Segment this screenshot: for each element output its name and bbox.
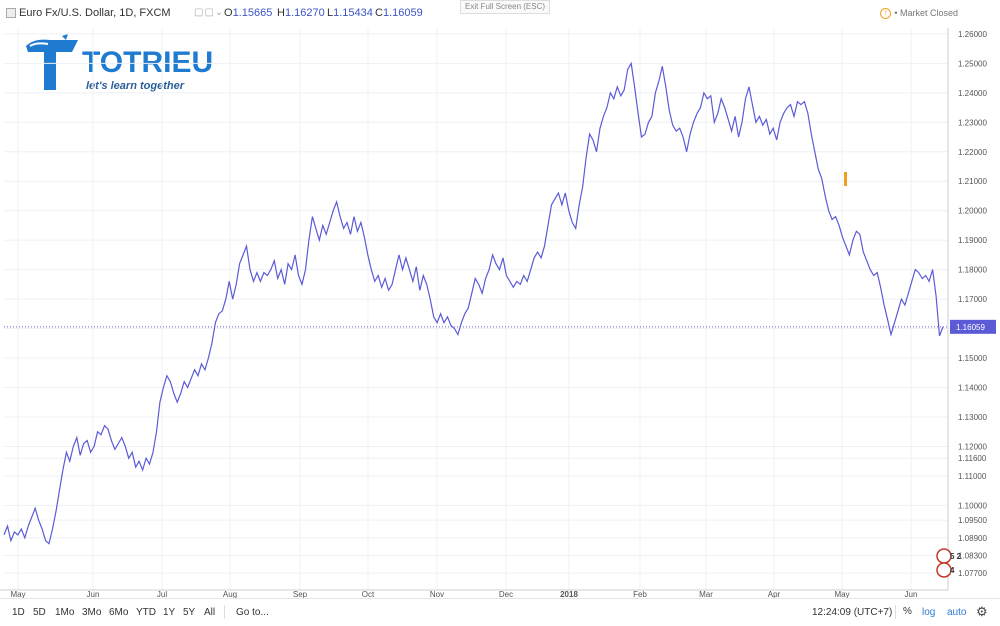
x-axis: May Jun Jul Aug Sep Oct Nov Dec 2018 Feb Mar Apr May… bbox=[0, 589, 948, 598]
timeframe-button[interactable]: 1D bbox=[12, 607, 25, 618]
y-tick-label: 1.09500 bbox=[958, 516, 987, 525]
timeframe-button[interactable]: 3Mo bbox=[82, 607, 102, 618]
x-tick-label: Feb bbox=[633, 590, 647, 598]
timeframe-button[interactable]: YTD bbox=[136, 607, 156, 618]
ohlc-high: H1.16270 bbox=[277, 7, 325, 19]
current-price-label: 1.16059 bbox=[956, 323, 985, 332]
divider bbox=[224, 605, 225, 619]
timeframe-button[interactable]: 1Y bbox=[163, 607, 176, 618]
series-line bbox=[3, 61, 944, 545]
y-tick-label: 1.21000 bbox=[958, 177, 987, 186]
market-status: ! • Market Closed bbox=[880, 8, 958, 20]
x-tick-label: 2018 bbox=[560, 590, 578, 598]
x-tick-label: May bbox=[10, 590, 25, 598]
x-tick-label: Jun bbox=[87, 590, 100, 598]
chart-header: Euro Fx/U.S. Dollar, 1D, FXCM ▢▢⌄ O1.156… bbox=[0, 0, 1000, 28]
y-tick-label: 1.13000 bbox=[958, 413, 987, 422]
event-marker[interactable] bbox=[844, 172, 847, 186]
symbol-title[interactable]: Euro Fx/U.S. Dollar, 1D, FXCM bbox=[19, 7, 171, 19]
price-chart[interactable]: 1.26000 1.25000 1.24000 1.23000 1.22000 1.210… bbox=[0, 0, 1000, 598]
timeframe-button[interactable]: 5Y bbox=[183, 607, 196, 618]
logo: TOTRIEU let's learn together bbox=[22, 34, 213, 94]
divider bbox=[895, 605, 896, 619]
event-badge-label: 4 bbox=[950, 566, 955, 575]
logo-tagline: let's learn together bbox=[86, 80, 184, 92]
bottom-toolbar: 1D 5D 1Mo 3Mo 6Mo YTD 1Y 5Y All Go to... 12:24:0… bbox=[0, 598, 1000, 626]
symbol-buttons-icon[interactable]: ▢▢⌄ bbox=[194, 7, 225, 18]
timeframe-button[interactable]: 1Mo bbox=[55, 607, 75, 618]
y-tick-label: 1.26000 bbox=[958, 30, 987, 39]
y-tick-label: 1.18000 bbox=[958, 266, 987, 275]
y-tick-label: 1.25000 bbox=[958, 59, 987, 68]
timeframe-button[interactable]: 6Mo bbox=[109, 607, 129, 618]
clock: 12:24:09 (UTC+7) bbox=[812, 607, 893, 618]
y-tick-label: 1.10000 bbox=[958, 501, 987, 510]
x-tick-label: May bbox=[834, 590, 849, 598]
y-axis: 1.26000 1.25000 1.24000 1.23000 1.22000 1.210… bbox=[947, 28, 996, 590]
exit-fullscreen-button[interactable]: Exit Full Screen (ESC) bbox=[460, 0, 551, 14]
current-price-badge bbox=[950, 319, 996, 334]
x-tick-label: Oct bbox=[362, 590, 375, 598]
ohlc-low: L1.15434 bbox=[327, 7, 373, 19]
percent-toggle[interactable]: % bbox=[903, 606, 912, 617]
ohlc-open: O1.15665 bbox=[224, 7, 273, 19]
x-tick-label: Nov bbox=[430, 590, 444, 598]
y-tick-label: 1.14000 bbox=[958, 384, 987, 393]
y-tick-label: 1.17000 bbox=[958, 295, 987, 304]
timeframe-button[interactable]: All bbox=[204, 607, 216, 618]
event-badge-label: 5 2 bbox=[950, 552, 962, 561]
y-tick-label: 1.07700 bbox=[958, 569, 987, 578]
event-badge-icon[interactable] bbox=[936, 562, 952, 578]
x-tick-label: Sep bbox=[293, 590, 308, 598]
y-tick-label: 1.12000 bbox=[958, 442, 987, 451]
symbol-icon bbox=[6, 8, 16, 18]
x-tick-label: Jul bbox=[157, 590, 167, 598]
event-badges[interactable]: 5 2 4 bbox=[936, 548, 962, 578]
y-tick-label: 1.11600 bbox=[958, 454, 987, 463]
timeframe-button[interactable]: 5D bbox=[33, 607, 46, 618]
x-tick-label: Jun bbox=[905, 590, 918, 598]
y-tick-label: 1.08300 bbox=[958, 551, 987, 560]
goto-button[interactable]: Go to... bbox=[236, 607, 269, 618]
gear-icon[interactable]: ⚙ bbox=[976, 604, 988, 619]
logo-t-icon bbox=[26, 34, 78, 90]
y-tick-label: 1.22000 bbox=[958, 148, 987, 157]
y-tick-label: 1.08900 bbox=[958, 534, 987, 543]
y-tick-label: 1.15000 bbox=[958, 354, 987, 363]
x-tick-label: Apr bbox=[768, 590, 781, 598]
y-tick-label: 1.23000 bbox=[958, 118, 987, 127]
ohlc-close: C1.16059 bbox=[375, 7, 423, 19]
x-tick-label: Dec bbox=[499, 590, 513, 598]
event-badge-icon[interactable] bbox=[936, 548, 952, 564]
clock-icon: ! bbox=[880, 8, 892, 20]
x-tick-label: Aug bbox=[223, 590, 237, 598]
auto-toggle[interactable]: auto bbox=[947, 607, 967, 618]
y-tick-label: 1.20000 bbox=[958, 207, 987, 216]
y-tick-label: 1.24000 bbox=[958, 89, 987, 98]
log-toggle[interactable]: log bbox=[922, 607, 936, 618]
y-tick-label: 1.19000 bbox=[958, 236, 987, 245]
logo-word: TOTRIEU bbox=[82, 46, 214, 79]
y-tick-label: 1.11000 bbox=[958, 472, 987, 481]
x-tick-label: Mar bbox=[699, 590, 713, 598]
chart-grid bbox=[4, 28, 948, 590]
